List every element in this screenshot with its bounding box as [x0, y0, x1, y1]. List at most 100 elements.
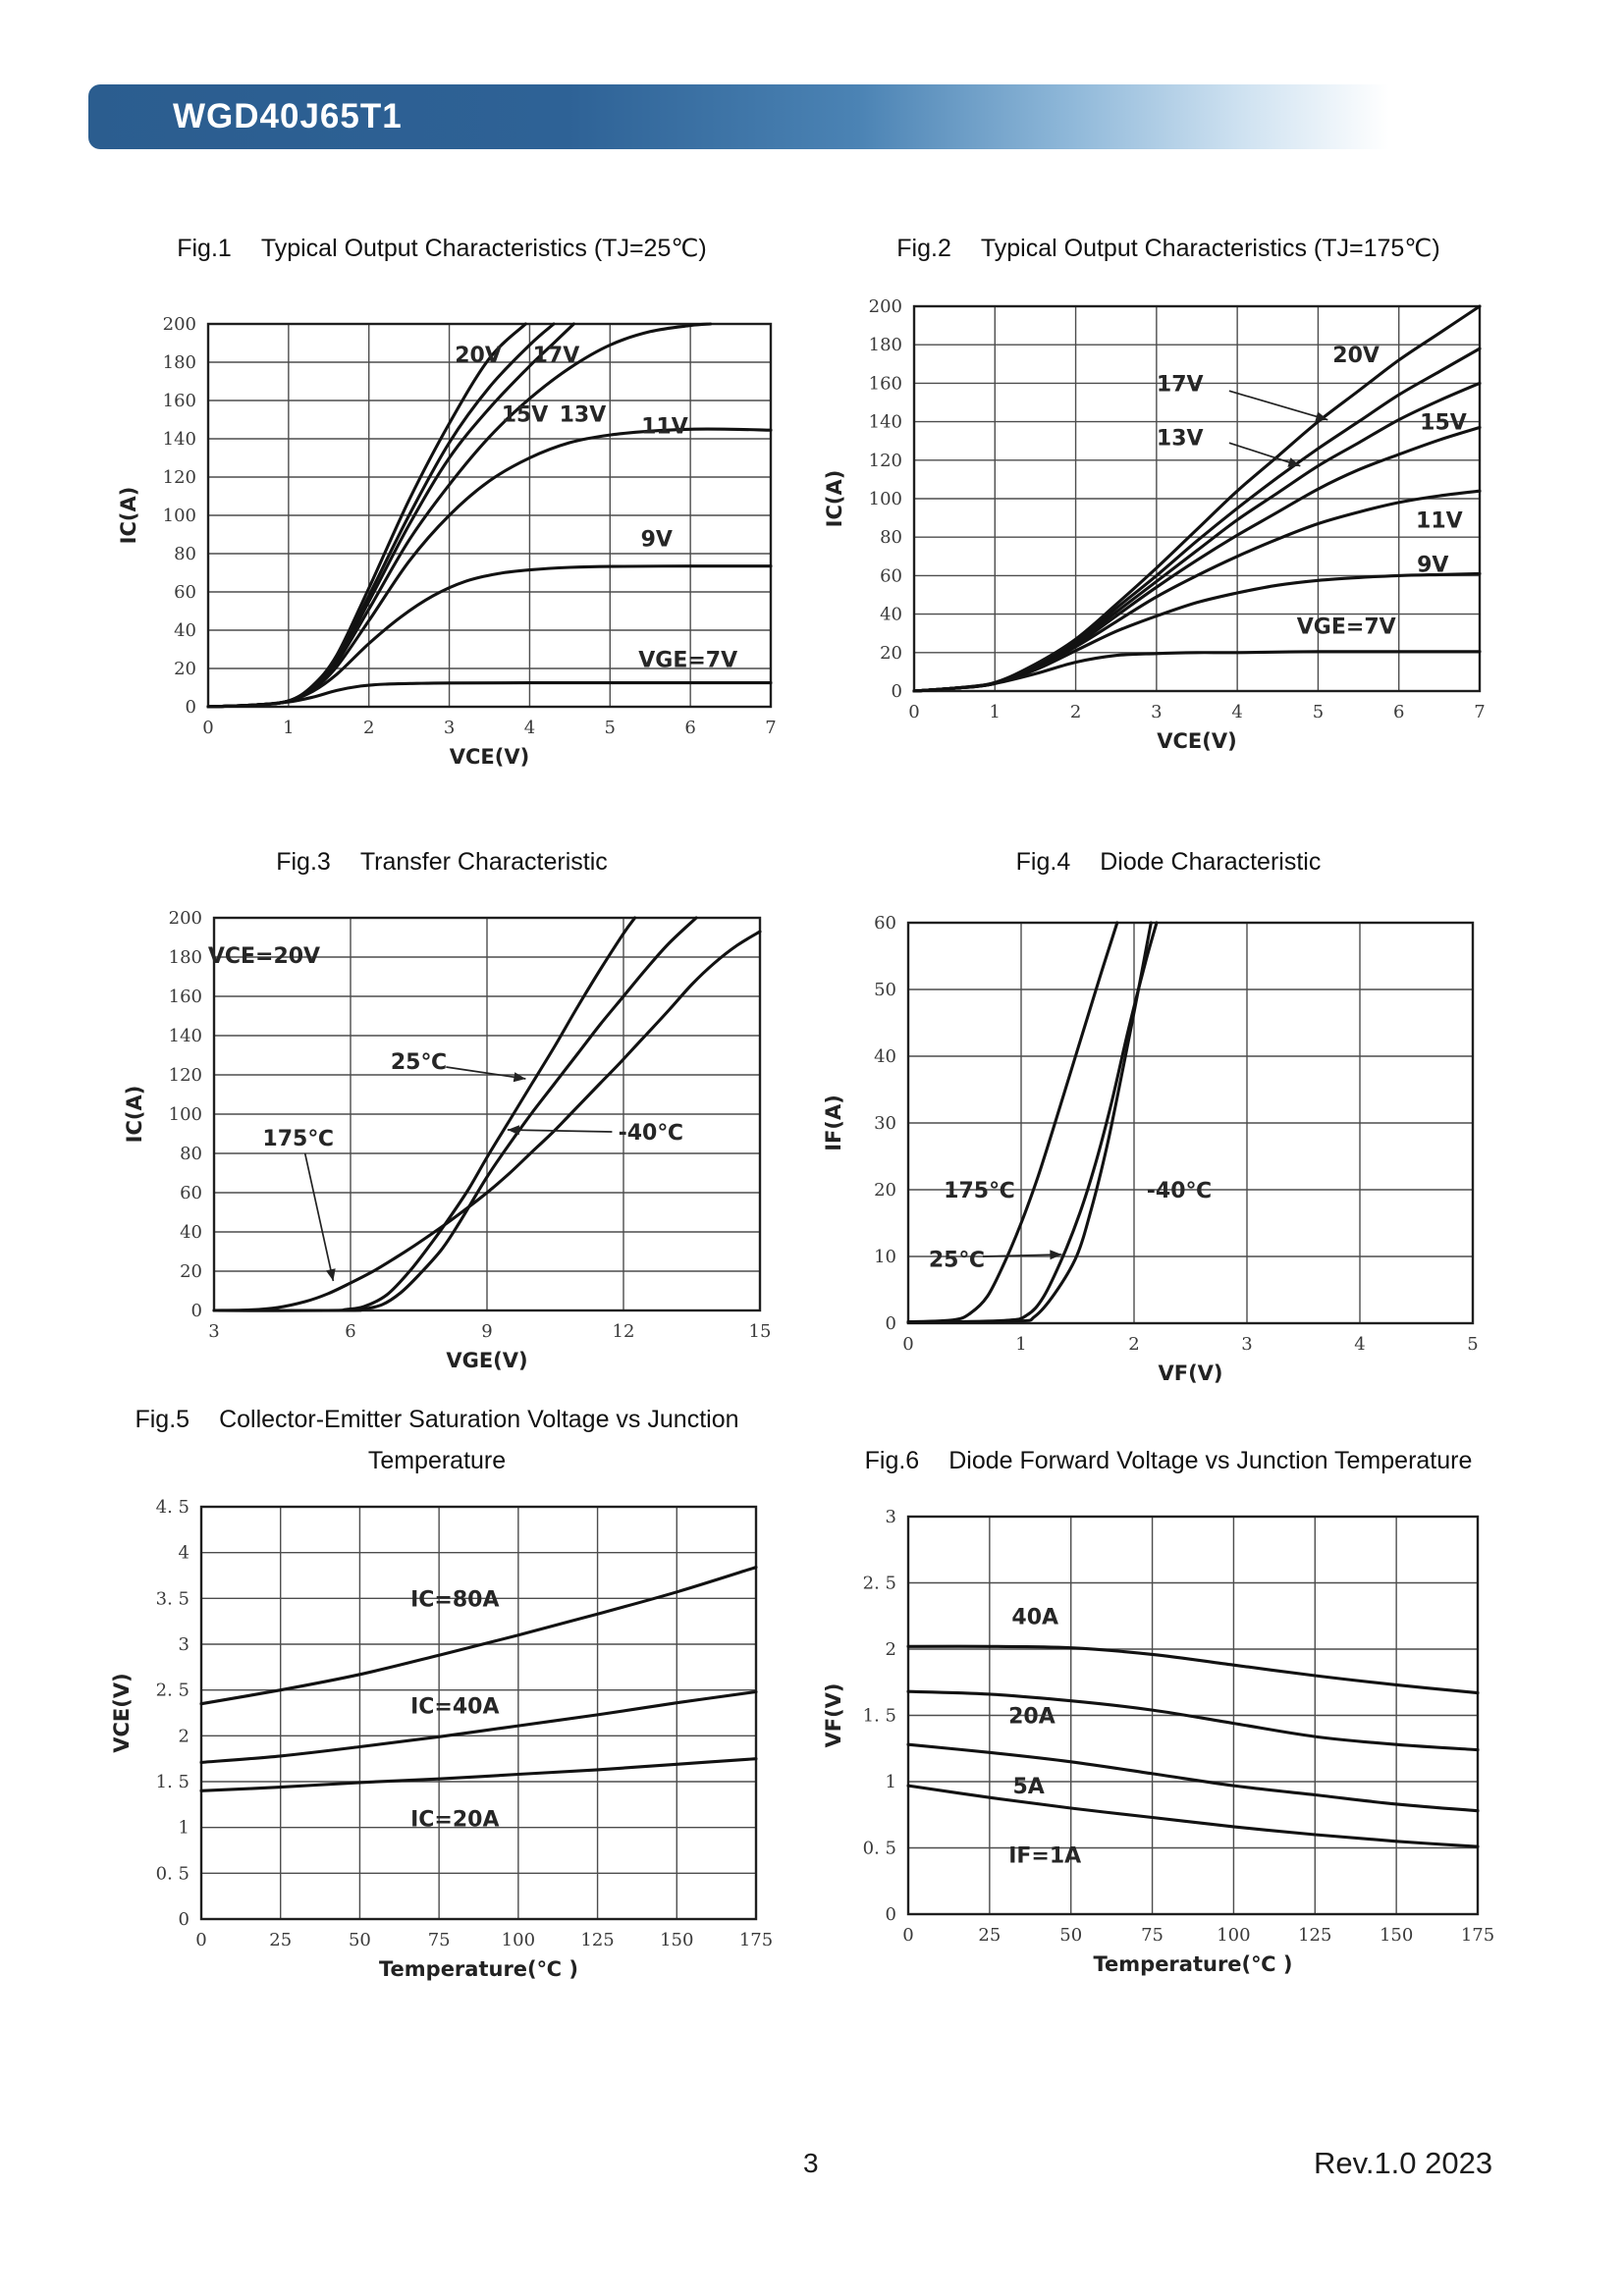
series-IC=40A: [199, 1689, 758, 1764]
svg-text:3: 3: [886, 1507, 896, 1527]
svg-text:140: 140: [169, 1026, 202, 1046]
curve-label: 15V: [502, 403, 549, 428]
series-5A: [906, 1742, 1480, 1813]
svg-text:75: 75: [1141, 1925, 1164, 1946]
curve-label: 25℃: [391, 1050, 447, 1075]
fig2-label: Fig.2: [896, 235, 951, 262]
y-axis-label: VF(V): [825, 1682, 845, 1747]
annotation-arrow-line: [1228, 390, 1328, 421]
svg-text:80: 80: [880, 527, 902, 548]
curve-label: VCE=20V: [208, 944, 320, 969]
svg-text:0: 0: [892, 681, 902, 702]
curve-label: -40℃: [1147, 1179, 1212, 1203]
svg-text:175: 175: [1461, 1925, 1494, 1946]
curve-label: 13V: [1157, 426, 1204, 451]
svg-text:0: 0: [886, 1904, 896, 1925]
header-bar: WGD40J65T1: [88, 84, 1416, 149]
curve-label: -40℃: [619, 1121, 683, 1146]
svg-text:5: 5: [1313, 702, 1324, 722]
fig1-label: Fig.1: [177, 235, 232, 262]
plot-border: [906, 921, 1475, 1325]
annotation-arrow-line: [982, 1254, 1062, 1257]
annotation-arrowhead: [1287, 457, 1301, 467]
annotation-arrowhead: [1050, 1250, 1062, 1260]
svg-text:3: 3: [444, 718, 455, 738]
series--40℃: [906, 921, 1153, 1324]
svg-text:1. 5: 1. 5: [156, 1772, 189, 1792]
svg-text:4: 4: [179, 1543, 189, 1564]
svg-text:1: 1: [283, 718, 294, 738]
plot-border: [199, 1505, 758, 1921]
svg-text:4: 4: [1354, 1334, 1365, 1355]
svg-text:0: 0: [179, 1909, 189, 1930]
svg-text:150: 150: [660, 1930, 693, 1950]
fig4-title: Fig.4 Diode Characteristic: [825, 848, 1512, 877]
x-axis-label: Temperature(℃ ): [379, 1957, 578, 1981]
series-20V: [206, 322, 527, 709]
curve-label: IF=1A: [1008, 1843, 1081, 1868]
svg-text:100: 100: [169, 1104, 202, 1125]
curves: [906, 1644, 1480, 1848]
svg-text:3: 3: [1151, 702, 1162, 722]
series-175℃: [906, 921, 1119, 1324]
svg-text:0: 0: [202, 718, 213, 738]
svg-text:160: 160: [163, 391, 196, 411]
grid-lines: [213, 917, 761, 1311]
y-axis-label: IF(A): [825, 1095, 845, 1151]
svg-text:6: 6: [345, 1321, 355, 1342]
x-axis-label: VCE(V): [1157, 729, 1236, 753]
curves: [906, 921, 1159, 1324]
svg-text:100: 100: [869, 489, 902, 509]
fig1-chart: 0 1 2 3 4 5 6 7 0 20 40 60 80 100 120 140 160 180 200 VCE(V…: [117, 314, 777, 769]
curve-label: 15V: [1420, 411, 1467, 436]
fig4-label: Fig.4: [1015, 848, 1071, 876]
curve-label: 9V: [1417, 554, 1448, 578]
fig6-title-text: Diode Forward Voltage vs Junction Temper…: [948, 1447, 1473, 1474]
curve-label: 17V: [533, 344, 580, 368]
svg-text:2. 5: 2. 5: [863, 1574, 896, 1594]
grid-lines: [907, 922, 1474, 1324]
svg-text:180: 180: [869, 335, 902, 355]
svg-text:20: 20: [880, 643, 902, 664]
part-number: WGD40J65T1: [173, 97, 403, 135]
annotation-arrowhead: [325, 1268, 336, 1281]
svg-text:25: 25: [269, 1930, 292, 1950]
x-axis-label: VCE(V): [450, 745, 529, 769]
svg-text:200: 200: [869, 296, 902, 317]
series-25℃: [212, 916, 637, 1312]
fig5-chart: 0 25 50 75 100 125 150 175 0 0. 5 1 1. 5 2 2. 5 3 3. 5 4…: [110, 1497, 773, 1981]
svg-text:120: 120: [869, 451, 902, 471]
plot-border: [206, 322, 773, 709]
svg-text:1. 5: 1. 5: [863, 1706, 896, 1727]
grid-lines: [207, 323, 772, 708]
svg-text:140: 140: [869, 412, 902, 433]
svg-text:150: 150: [1380, 1925, 1413, 1946]
x-axis-label: Temperature(℃ ): [1094, 1952, 1293, 1976]
annotation-arrow-line: [1228, 442, 1301, 467]
svg-text:40: 40: [174, 620, 196, 641]
series-IF=1A: [906, 1784, 1480, 1848]
svg-text:0: 0: [886, 1313, 896, 1334]
fig5-title-line2: Temperature: [83, 1447, 790, 1475]
curve-label: IC=40A: [410, 1695, 499, 1720]
svg-text:20: 20: [180, 1261, 202, 1282]
svg-text:3: 3: [1241, 1334, 1252, 1355]
svg-text:0: 0: [902, 1334, 913, 1355]
plot-border: [906, 1515, 1480, 1916]
svg-text:175: 175: [739, 1930, 773, 1950]
fig2-chart: 0 1 2 3 4 5 6 7 0 20 40 60 80 100 120 140 160 180 200 VCE(V…: [825, 296, 1486, 753]
fig3-chart: 3 6 9 12 15 0 20 40 60 80 100 120 140 160 180 200 VGE(V)…: [123, 908, 771, 1372]
tick-labels: 0 1 2 3 4 5 6 7 0 20 40 60 80 100 120 140 160 180 200: [163, 314, 777, 738]
curve-label: 20A: [1008, 1705, 1056, 1730]
svg-text:6: 6: [1393, 702, 1404, 722]
svg-text:20: 20: [174, 659, 196, 679]
svg-text:100: 100: [163, 506, 196, 526]
fig3-label: Fig.3: [276, 848, 331, 876]
fig4-title-text: Diode Characteristic: [1100, 848, 1322, 876]
annotation-arrowhead: [1315, 411, 1328, 422]
svg-text:1: 1: [179, 1818, 189, 1839]
curve-label: 5A: [1012, 1775, 1044, 1799]
svg-text:7: 7: [765, 718, 776, 738]
svg-text:1: 1: [1015, 1334, 1026, 1355]
svg-text:50: 50: [1059, 1925, 1082, 1946]
